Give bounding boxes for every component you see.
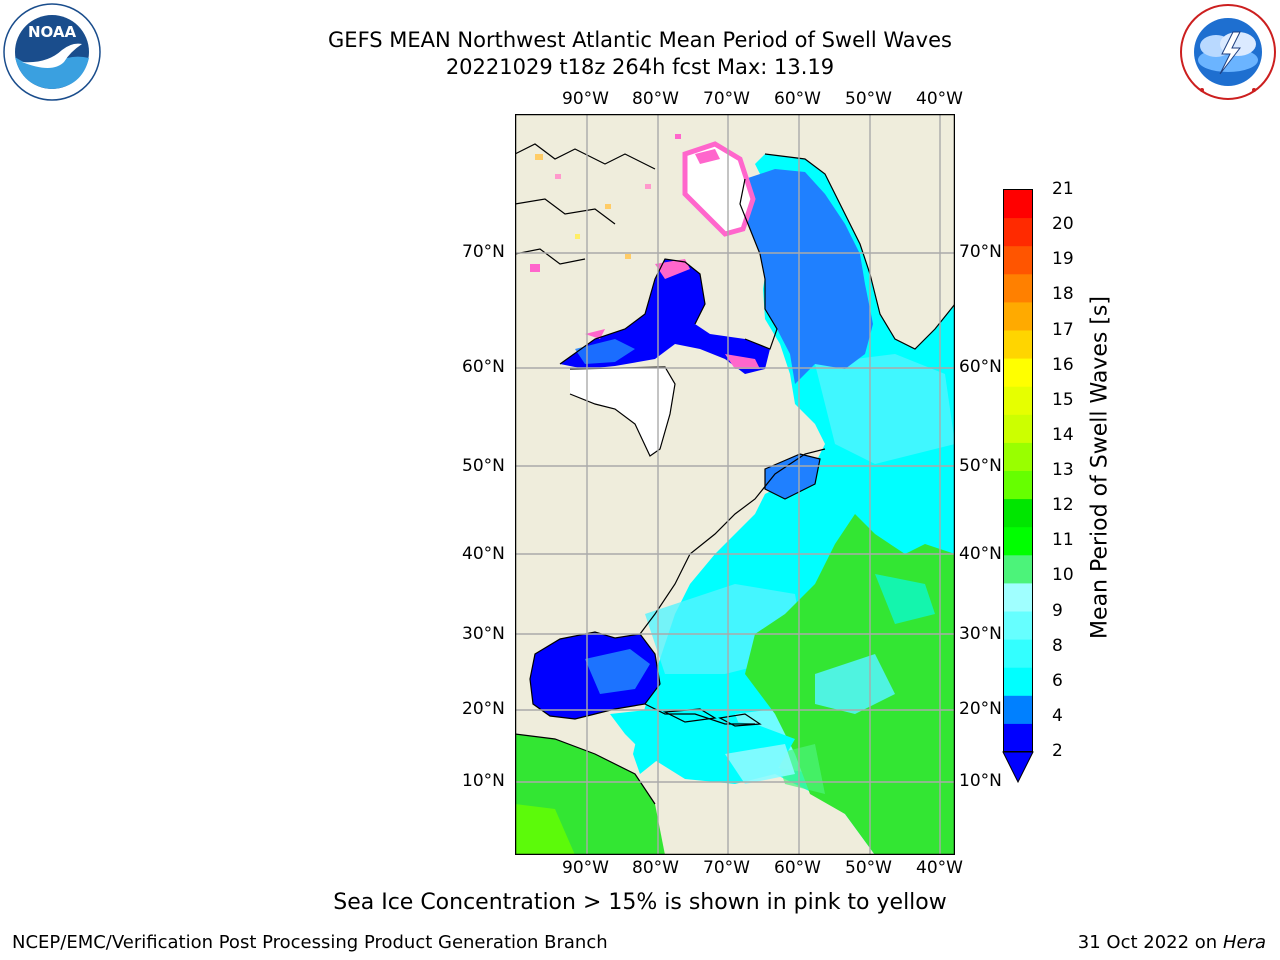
sea-ice-caption: Sea Ice Concentration > 15% is shown in … bbox=[333, 890, 947, 915]
lon-tick-bottom: 70°W bbox=[703, 858, 750, 878]
lon-tick-top: 80°W bbox=[632, 89, 679, 109]
noaa-logo: NOAA bbox=[3, 3, 101, 101]
colorbar-tick-label: 8 bbox=[1052, 635, 1063, 656]
colorbar-tick-label: 10 bbox=[1052, 565, 1074, 586]
colorbar-tick-label: 9 bbox=[1052, 600, 1063, 621]
colorbar-tick-label: 16 bbox=[1052, 354, 1074, 375]
colorbar-box bbox=[1004, 274, 1032, 303]
lat-tick-left: 20°N bbox=[462, 699, 505, 719]
lat-tick-left: 60°N bbox=[462, 357, 505, 377]
lat-tick-right: 70°N bbox=[959, 242, 1002, 262]
lat-tick-right: 50°N bbox=[959, 456, 1002, 476]
ice-region-hudson-south bbox=[570, 367, 675, 456]
colorbar-tick-label: 15 bbox=[1052, 389, 1074, 410]
colorbar-tick-label: 2 bbox=[1052, 741, 1063, 761]
colorbar-box bbox=[1004, 442, 1032, 472]
lat-tick-left: 70°N bbox=[462, 242, 505, 262]
lon-tick-bottom: 90°W bbox=[562, 858, 609, 878]
colorbar-box bbox=[1004, 246, 1032, 275]
colorbar-tick-label: 20 bbox=[1052, 214, 1074, 235]
colorbar-label: Mean Period of Swell Waves [s] bbox=[1087, 296, 1113, 639]
colorbar-tick-label: 21 bbox=[1052, 179, 1074, 199]
lon-tick-top: 90°W bbox=[562, 89, 609, 109]
colorbar-box bbox=[1004, 302, 1032, 331]
colorbar-box bbox=[1004, 190, 1032, 219]
footer-credit: NCEP/EMC/Verification Post Processing Pr… bbox=[12, 932, 608, 953]
chart-subtitle: 20221029 t18z 264h fcst Max: 13.19 bbox=[445, 55, 835, 79]
lon-tick-bottom: 80°W bbox=[632, 858, 679, 878]
ice-region-baffin bbox=[682, 141, 756, 237]
lat-tick-right: 20°N bbox=[959, 699, 1002, 719]
footer-date: 31 Oct 2022 on Hera bbox=[1078, 932, 1266, 953]
colorbar-box bbox=[1004, 639, 1032, 669]
colorbar-tick-label: 18 bbox=[1052, 284, 1074, 305]
colorbar-box bbox=[1004, 330, 1032, 360]
lat-tick-left: 50°N bbox=[462, 456, 505, 476]
colorbar-box bbox=[1004, 218, 1032, 247]
lon-tick-bottom: 50°W bbox=[845, 858, 892, 878]
colorbar-box bbox=[1004, 414, 1032, 444]
colorbar-box bbox=[1004, 555, 1032, 584]
colorbar-tick-label: 17 bbox=[1052, 319, 1074, 340]
nws-logo bbox=[1180, 4, 1276, 100]
footer-host: Hera bbox=[1222, 932, 1266, 953]
labrador-sea bbox=[740, 169, 873, 384]
colorbar-extend-arrow bbox=[1002, 751, 1034, 784]
lat-tick-left: 30°N bbox=[462, 624, 505, 644]
colorbar-tick-label: 12 bbox=[1052, 495, 1074, 516]
lon-tick-bottom: 60°W bbox=[774, 858, 821, 878]
footer-date-text: 31 Oct 2022 on bbox=[1077, 932, 1218, 953]
colorbar-tick-label: 14 bbox=[1052, 424, 1074, 445]
colorbar-tick-label: 19 bbox=[1052, 249, 1074, 270]
lon-tick-top: 60°W bbox=[774, 89, 821, 109]
map-panel bbox=[515, 114, 955, 855]
lon-tick-top: 50°W bbox=[845, 89, 892, 109]
colorbar bbox=[1002, 189, 1034, 784]
graticule bbox=[515, 114, 955, 855]
colorbar-box bbox=[1004, 358, 1032, 388]
colorbar-tick-label: 6 bbox=[1052, 670, 1063, 691]
colorbar-box bbox=[1004, 695, 1032, 725]
colorbar-box bbox=[1004, 471, 1032, 500]
lon-tick-bottom: 40°W bbox=[916, 858, 963, 878]
lat-tick-left: 10°N bbox=[462, 771, 505, 791]
colorbar-tick-label: 4 bbox=[1052, 705, 1063, 726]
chart-title: GEFS MEAN Northwest Atlantic Mean Period… bbox=[328, 28, 952, 52]
colorbar-box bbox=[1004, 723, 1032, 753]
colorbar-tick-label: 13 bbox=[1052, 460, 1074, 480]
colorbar-box bbox=[1004, 386, 1032, 416]
lat-tick-left: 40°N bbox=[462, 544, 505, 564]
lat-tick-right: 10°N bbox=[959, 771, 1002, 791]
lon-tick-top: 40°W bbox=[916, 89, 963, 109]
colorbar-box bbox=[1004, 667, 1032, 697]
colorbar-box bbox=[1004, 611, 1032, 641]
colorbar-box bbox=[1004, 583, 1032, 612]
lon-tick-top: 70°W bbox=[703, 89, 750, 109]
colorbar-box bbox=[1004, 499, 1032, 528]
colorbar-box bbox=[1004, 527, 1032, 556]
svg-text:NOAA: NOAA bbox=[28, 23, 77, 41]
lat-tick-right: 30°N bbox=[959, 624, 1002, 644]
colorbar-tick-label: 11 bbox=[1052, 530, 1074, 551]
lat-tick-right: 40°N bbox=[959, 544, 1002, 564]
lat-tick-right: 60°N bbox=[959, 357, 1002, 377]
